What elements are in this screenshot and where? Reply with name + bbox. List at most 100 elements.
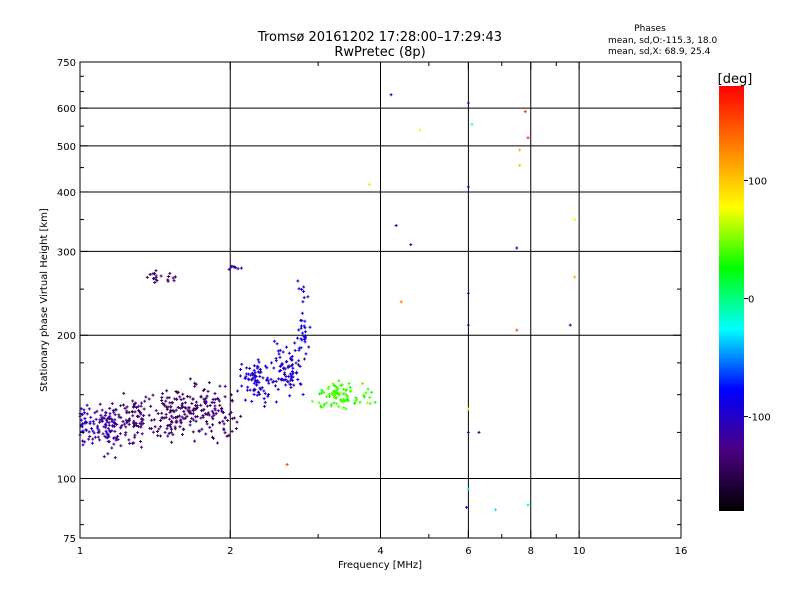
- scatter-point: [174, 408, 178, 412]
- scatter-point: [159, 425, 163, 429]
- scatter-point: [466, 407, 470, 411]
- scatter-point: [171, 276, 175, 280]
- scatter-point: [188, 377, 192, 381]
- scatter-point: [106, 433, 110, 437]
- scatter-point: [93, 435, 97, 439]
- scatter-point: [342, 405, 346, 409]
- scatter-point: [161, 401, 165, 405]
- scatter-point: [159, 418, 163, 422]
- scatter-point: [178, 425, 182, 429]
- scatter-point: [238, 367, 242, 371]
- scatter-point: [165, 396, 169, 400]
- scatter-point: [367, 182, 371, 186]
- scatter-point: [180, 415, 184, 419]
- scatter-point: [176, 406, 180, 410]
- scatter-point: [518, 163, 522, 167]
- scatter-point: [213, 392, 217, 396]
- scatter-point: [81, 439, 85, 443]
- scatter-point: [139, 425, 143, 429]
- scatter-point: [362, 393, 366, 397]
- scatter-point: [223, 384, 227, 388]
- scatter-point: [301, 331, 305, 335]
- scatter-point: [206, 389, 210, 393]
- scatter-point: [193, 439, 197, 443]
- scatter-point: [292, 383, 296, 387]
- y-tick-label: 200: [57, 331, 76, 342]
- scatter-point: [346, 399, 350, 403]
- scatter-point: [337, 379, 341, 383]
- scatter-point: [160, 398, 164, 402]
- scatter-point: [287, 375, 291, 379]
- scatter-point: [523, 110, 527, 114]
- x-tick-label: 4: [377, 546, 383, 557]
- scatter-point: [104, 425, 108, 429]
- scatter-point: [194, 382, 198, 386]
- scatter-point: [205, 394, 209, 398]
- scatter-point: [246, 385, 250, 389]
- scatter-point: [157, 427, 161, 431]
- scatter-point: [194, 400, 198, 404]
- scatter-point: [263, 392, 267, 396]
- scatter-point: [221, 410, 225, 414]
- scatter-point: [303, 340, 307, 344]
- scatter-point: [183, 401, 187, 405]
- scatter-point: [335, 402, 339, 406]
- scatter-point: [100, 418, 104, 422]
- scatter-point: [526, 503, 530, 507]
- scatter-point: [207, 381, 211, 385]
- scatter-point: [262, 397, 266, 401]
- scatter-point: [360, 381, 364, 385]
- scatter-point: [170, 420, 174, 424]
- scatter-point: [297, 346, 301, 350]
- scatter-point: [139, 423, 143, 427]
- scatter-point: [135, 405, 139, 409]
- scatter-point: [163, 430, 167, 434]
- scatter-point: [106, 427, 110, 431]
- scatter-point: [168, 271, 172, 275]
- scatter-point: [132, 425, 136, 429]
- scatter-point: [169, 409, 173, 413]
- scatter-point: [283, 367, 287, 371]
- scatter-point: [275, 342, 279, 346]
- scatter-point: [133, 410, 137, 414]
- scatter-point: [97, 428, 101, 432]
- scatter-point: [180, 403, 184, 407]
- scatter-point: [370, 390, 374, 394]
- scatter-point: [205, 413, 209, 417]
- scatter-point: [300, 287, 304, 291]
- scatter-point: [131, 414, 135, 418]
- scatter-point: [165, 389, 169, 393]
- scatter-point: [104, 410, 108, 414]
- scatter-point: [141, 421, 145, 425]
- scatter-point: [165, 407, 169, 411]
- scatter-point: [358, 400, 362, 404]
- scatter-point: [104, 429, 108, 433]
- scatter-point: [100, 408, 104, 412]
- scatter-point: [188, 420, 192, 424]
- scatter-point: [114, 438, 118, 442]
- scatter-point: [155, 279, 159, 283]
- scatter-point: [270, 361, 274, 365]
- scatter-point: [103, 414, 107, 418]
- scatter-point: [80, 423, 84, 427]
- scatter-point: [252, 368, 256, 372]
- scatter-point: [258, 392, 262, 396]
- scatter-point: [205, 404, 209, 408]
- scatter-point: [340, 400, 344, 404]
- scatter-points: [78, 93, 577, 512]
- scatter-point: [106, 452, 110, 456]
- scatter-point: [271, 380, 275, 384]
- scatter-point: [319, 405, 323, 409]
- scatter-point: [256, 379, 260, 383]
- phases-x-line: mean, sd,X: 68.9, 25.4: [608, 47, 711, 57]
- y-tick-label: 750: [57, 58, 76, 69]
- scatter-point: [288, 394, 292, 398]
- scatter-point: [261, 376, 265, 380]
- scatter-point: [232, 265, 236, 269]
- scatter-point: [299, 318, 303, 322]
- scatter-point: [272, 339, 276, 343]
- scatter-point: [166, 279, 170, 283]
- scatter-point: [169, 425, 173, 429]
- scatter-point: [101, 416, 105, 420]
